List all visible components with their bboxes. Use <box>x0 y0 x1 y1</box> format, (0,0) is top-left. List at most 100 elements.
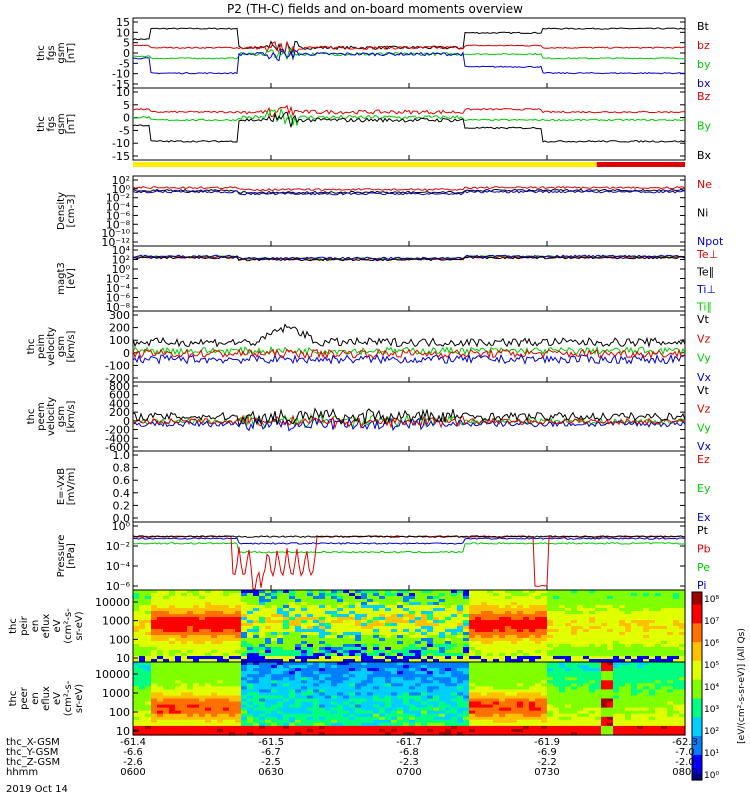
spectro-cell <box>409 614 416 618</box>
spectro-cell <box>133 683 140 687</box>
spectro-cell <box>595 716 602 721</box>
spectro-cell <box>289 668 296 672</box>
spectro-cell <box>283 599 290 603</box>
spectro-cell <box>487 626 494 630</box>
spectro-cell <box>391 680 398 684</box>
spectro-cell <box>679 593 686 597</box>
spectro-cell <box>241 692 248 696</box>
spectro-cell <box>367 692 374 696</box>
spectro-cell <box>493 677 500 681</box>
spectro-cell <box>343 590 350 594</box>
spectro-cell <box>157 665 164 669</box>
spectro-cell <box>625 707 632 712</box>
spectro-cell <box>451 611 458 615</box>
spectro-cell <box>565 605 572 609</box>
series-line <box>132 190 685 196</box>
spectro-cell <box>331 683 338 687</box>
spectro-cell <box>301 719 308 724</box>
spectro-cell <box>403 680 410 684</box>
spectro-cell <box>349 710 356 715</box>
spectro-cell <box>229 683 236 687</box>
spectro-cell <box>577 641 584 645</box>
spectro-cell <box>475 722 482 727</box>
spectro-cell <box>301 629 308 633</box>
spectro-cell <box>205 707 212 712</box>
spectro-cell <box>427 719 434 724</box>
spectro-cell <box>373 620 380 624</box>
spectro-cell <box>625 677 632 681</box>
spectro-cell <box>163 614 170 618</box>
spectro-cell <box>553 638 560 642</box>
spectro-cell <box>577 671 584 675</box>
spectro-cell <box>445 695 452 700</box>
spectro-cell <box>607 641 614 645</box>
spectro-cell <box>571 710 578 715</box>
series-blue <box>132 416 686 432</box>
spectro-cell <box>523 719 530 724</box>
spectro-cell <box>133 641 140 645</box>
spectro-cell <box>151 728 158 733</box>
spectro-cell <box>637 701 644 706</box>
spectro-cell <box>613 656 620 660</box>
spectro-cell <box>445 665 452 669</box>
spectro-cell <box>559 662 566 666</box>
spectro-cell <box>637 635 644 639</box>
spectro-cell <box>385 659 392 663</box>
spectro-cell <box>649 620 656 624</box>
spectro-cell <box>175 632 182 636</box>
spectro-cell <box>619 650 626 654</box>
spectro-cell <box>175 602 182 606</box>
spectro-cell <box>673 644 680 648</box>
spectro-cell <box>193 674 200 678</box>
spectro-cell <box>439 617 446 621</box>
spectro-cell <box>355 683 362 687</box>
spectro-cell <box>511 608 518 612</box>
spectro-cell <box>505 629 512 633</box>
spectro-cell <box>451 704 458 709</box>
spectro-cell <box>505 716 512 721</box>
spectro-cell <box>511 668 518 672</box>
spectro-cell <box>535 635 542 639</box>
colorbar-cell <box>692 664 702 668</box>
spectro-cell <box>325 617 332 621</box>
spectro-cell <box>475 638 482 642</box>
spectro-cell <box>319 701 326 706</box>
y-tick-label: 10² <box>112 174 130 187</box>
spectro-cell <box>613 593 620 597</box>
spectro-cell <box>223 713 230 718</box>
spectro-cell <box>589 674 596 678</box>
spectro-cell <box>523 710 530 715</box>
spectro-cell <box>631 719 638 724</box>
spectro-cell <box>325 732 332 736</box>
spectro-cell <box>601 725 608 730</box>
spectro-cell <box>661 647 668 651</box>
spectro-cell <box>565 596 572 600</box>
y-tick-label: 0.4 <box>113 487 131 500</box>
y-axis-label-line: Density <box>56 192 67 230</box>
spectro-cell <box>679 695 686 700</box>
spectro-cell <box>421 659 428 663</box>
spectro-cell <box>403 632 410 636</box>
spectro-cell <box>541 707 548 712</box>
spectro-cell <box>379 692 386 696</box>
spectro-cell <box>523 638 530 642</box>
spectro-cell <box>637 656 644 660</box>
spectro-cell <box>529 590 536 594</box>
spectro-cell <box>241 614 248 618</box>
spectro-cell <box>229 732 236 736</box>
spectro-cell <box>397 680 404 684</box>
spectro-cell <box>517 692 524 696</box>
y-tick-label: 10⁻⁸ <box>106 218 131 231</box>
spectro-cell <box>247 710 254 715</box>
spectro-cell <box>487 719 494 724</box>
spectro-cell <box>319 671 326 675</box>
spectro-cell <box>343 728 350 733</box>
spectro-cell <box>625 647 632 651</box>
y-axis-label-line: thc <box>26 409 37 425</box>
spectro-cell <box>361 590 368 594</box>
spectro-cell <box>421 707 428 712</box>
spectro-cell <box>349 719 356 724</box>
spectro-cell <box>313 635 320 639</box>
spectro-cell <box>475 659 482 663</box>
spectro-cell <box>553 704 560 709</box>
